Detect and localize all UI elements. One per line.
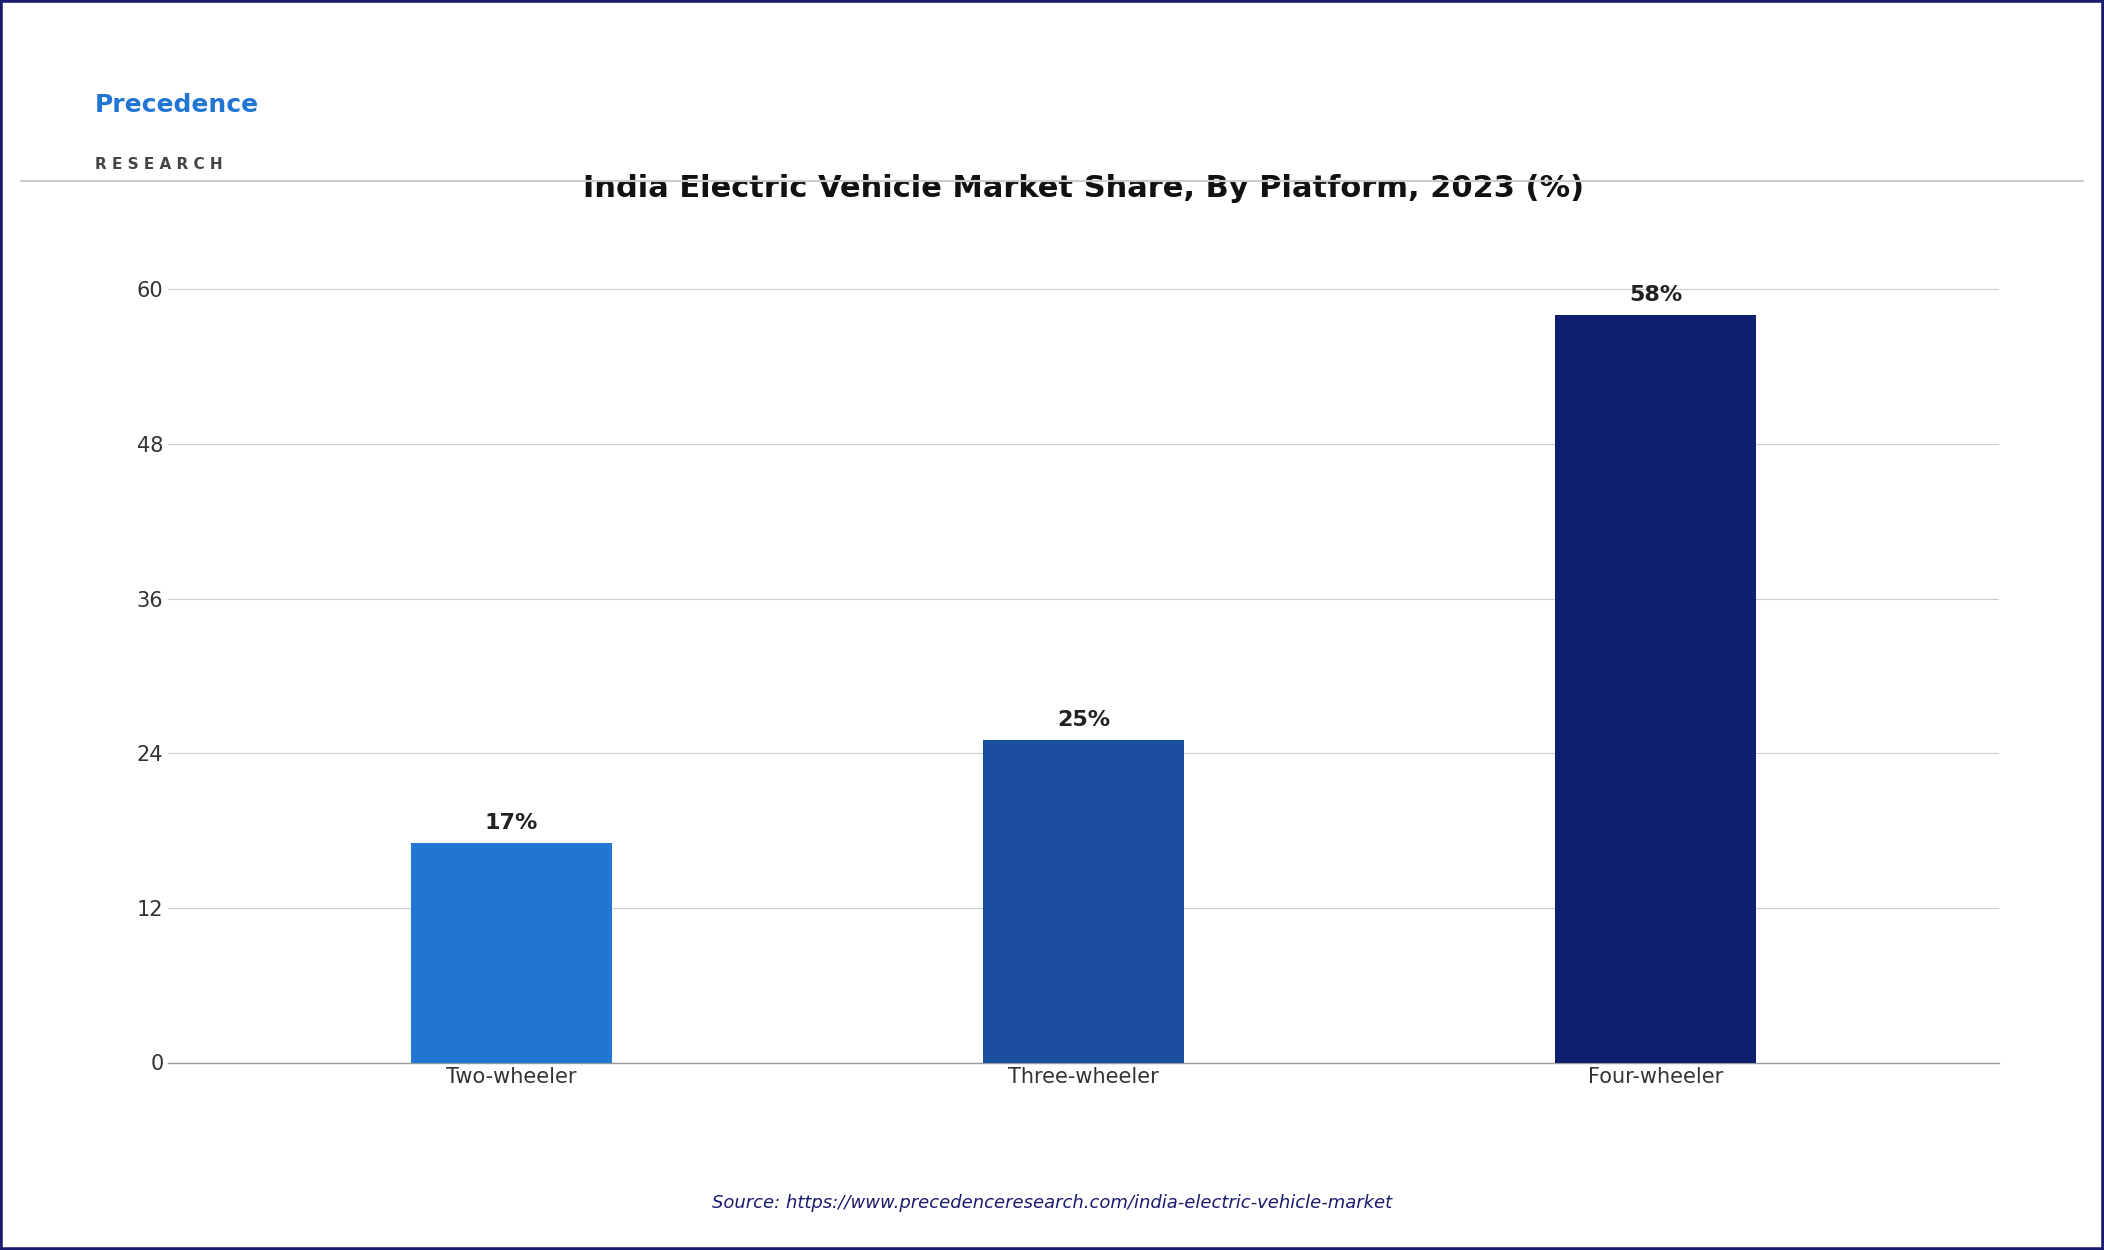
Bar: [983, 740, 1185, 1062]
Bar: [412, 844, 612, 1062]
Text: 58%: 58%: [1628, 285, 1683, 305]
Text: Source: https://www.precedenceresearch.com/india-electric-vehicle-market: Source: https://www.precedenceresearch.c…: [711, 1195, 1393, 1212]
Title: India Electric Vehicle Market Share, By Platform, 2023 (%): India Electric Vehicle Market Share, By …: [583, 174, 1584, 204]
Text: 17%: 17%: [484, 814, 539, 834]
Bar: [1555, 315, 1755, 1062]
Text: 25%: 25%: [1056, 710, 1111, 730]
Text: Precedence: Precedence: [95, 94, 259, 118]
Text: R E S E A R C H: R E S E A R C H: [95, 156, 223, 171]
